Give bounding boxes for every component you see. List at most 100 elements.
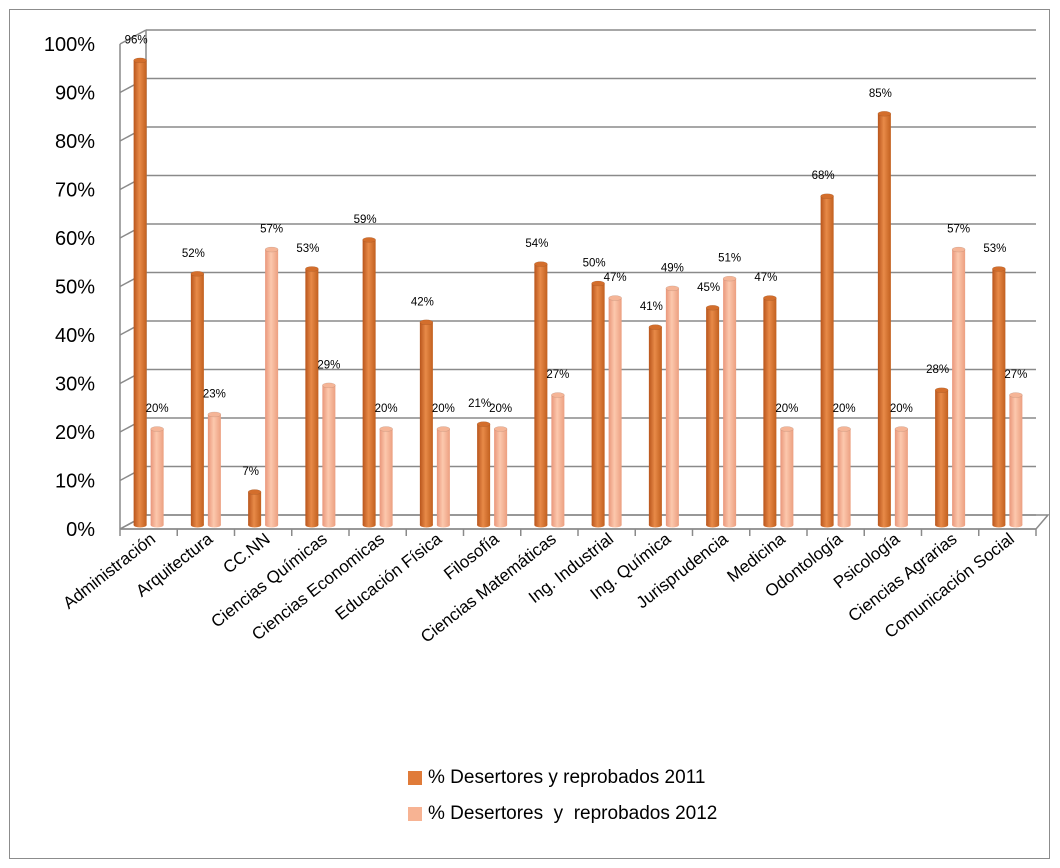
y-tick-label: 60% — [55, 228, 95, 250]
bar-top — [591, 280, 605, 287]
bar-bottom — [362, 522, 376, 528]
bar-bottom — [877, 522, 891, 528]
bar-bottom — [322, 522, 336, 528]
bar-bottom — [477, 522, 491, 528]
data-label: 21% — [468, 398, 491, 410]
bar — [780, 429, 794, 525]
data-label: 41% — [640, 301, 663, 313]
bar-top — [493, 426, 508, 432]
data-label: 23% — [203, 388, 226, 400]
y-tick-label: 80% — [55, 131, 95, 153]
data-label: 57% — [260, 224, 283, 236]
y-tick-label: 90% — [55, 83, 95, 105]
bar-bottom — [207, 522, 221, 528]
bar-bottom — [190, 522, 204, 528]
y-tick-label: 70% — [55, 180, 95, 202]
bar-bottom — [952, 522, 966, 528]
bar-bottom — [551, 522, 565, 528]
bar — [190, 273, 204, 525]
data-label: 57% — [947, 224, 970, 236]
bars — [133, 57, 1023, 528]
data-label: 53% — [296, 243, 319, 255]
bar — [1009, 395, 1023, 525]
bar — [608, 298, 622, 525]
y-tick-label: 20% — [55, 422, 95, 444]
bar — [837, 429, 851, 525]
bar-top — [780, 426, 794, 432]
data-labels: 96%20%52%23%7%57%53%29%59%20%42%20% 21%20… — [125, 34, 1028, 478]
data-label: 20% — [432, 403, 455, 415]
data-label: 7% — [242, 466, 259, 478]
legend-item-2011: % Desertores y reprobados 2011 — [408, 762, 828, 794]
bar-bottom — [248, 522, 262, 528]
bar — [265, 249, 279, 526]
y-tick-label: 100% — [44, 34, 95, 56]
bar-top — [763, 295, 777, 301]
bar-bottom — [591, 522, 605, 528]
bar-bottom — [837, 522, 851, 528]
data-label: 47% — [604, 272, 627, 284]
bar-top — [992, 266, 1006, 272]
bar-top — [264, 246, 279, 253]
bar — [379, 429, 393, 525]
gridlines — [119, 29, 1050, 530]
data-label: 59% — [354, 214, 377, 226]
bar — [935, 390, 949, 525]
chart-frame — [9, 9, 1050, 859]
bar-top — [820, 193, 834, 199]
data-label: 51% — [718, 253, 741, 265]
y-tick-label: 30% — [55, 374, 95, 396]
y-tick-label: 50% — [55, 277, 95, 299]
bar-bottom — [1009, 522, 1023, 528]
bar-top — [379, 426, 393, 432]
bar-top — [305, 266, 319, 272]
data-label: 47% — [754, 272, 777, 284]
bar-bottom — [763, 522, 777, 528]
bar — [133, 60, 147, 526]
bar-bottom — [723, 522, 737, 528]
data-label: 20% — [833, 403, 856, 415]
bar — [706, 307, 720, 525]
bar-top — [951, 246, 966, 253]
bar — [551, 395, 565, 525]
bar-top — [322, 382, 336, 389]
bar — [150, 429, 164, 525]
bar — [952, 249, 966, 526]
bar-top — [665, 285, 680, 292]
bar — [207, 414, 221, 525]
bar — [648, 327, 662, 525]
bar-top — [419, 319, 434, 326]
data-label: 42% — [411, 296, 434, 308]
bar — [534, 264, 548, 525]
bar — [362, 239, 376, 525]
bar-bottom — [648, 522, 662, 528]
legend-item-2012: % Desertores y reprobados 2012 — [408, 798, 828, 830]
bar-bottom — [436, 522, 450, 528]
bar-top — [894, 426, 909, 432]
bar-bottom — [820, 522, 834, 528]
bar-bottom — [494, 522, 508, 528]
bar-top — [608, 295, 622, 301]
bar — [591, 283, 605, 525]
bar — [723, 278, 737, 525]
data-label: 20% — [489, 403, 512, 415]
bar — [494, 429, 508, 525]
legend: % Desertores y reprobados 2011 % Deserto… — [408, 762, 828, 834]
bar — [436, 429, 450, 525]
data-label: 20% — [890, 403, 913, 415]
bar — [419, 322, 433, 525]
bar-top — [534, 261, 548, 267]
bar-bottom — [992, 522, 1006, 528]
data-label: 68% — [812, 170, 835, 182]
bar-top — [247, 489, 262, 495]
bar — [322, 385, 336, 525]
bar-bottom — [706, 522, 720, 528]
bar-top — [934, 387, 949, 393]
bar-top — [207, 411, 222, 418]
bar-top — [837, 426, 851, 432]
bar-bottom — [534, 522, 548, 528]
legend-swatch-2011 — [408, 771, 422, 785]
data-label: 27% — [546, 369, 569, 381]
bar-top — [705, 305, 720, 311]
bar — [248, 492, 262, 525]
